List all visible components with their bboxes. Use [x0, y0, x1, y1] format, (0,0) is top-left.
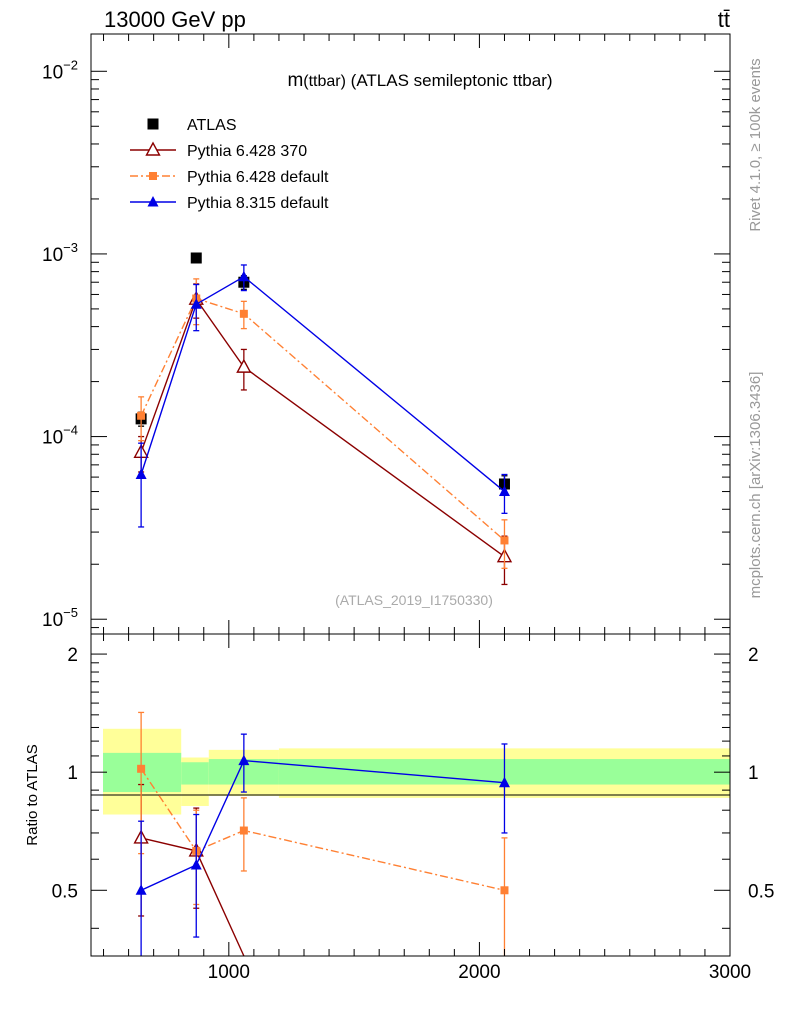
- legend-atlas-marker: [147, 118, 159, 130]
- ratio-x-tick-label: 2000: [458, 962, 500, 983]
- ratio-y-tick-label: 2: [67, 645, 78, 666]
- ratio-pythia-8-315-default-point: [238, 754, 250, 766]
- legend-pythia-8-315-default-label: Pythia 8.315 default: [187, 195, 329, 212]
- main-pythia-6-428-370-line: [140, 297, 505, 558]
- main-pythia-8-315-default-point: [135, 468, 147, 479]
- main-y-tick-label: 10−5: [42, 605, 78, 631]
- ratio-plot-panel: 1000 2000 3000 0.5 0.5 1 1 2 2 Ratio to ATLAS: [24, 633, 774, 983]
- ratio-y-tick-label-right: 1: [748, 763, 759, 784]
- main-pythia-8-315-default-point: [238, 270, 250, 282]
- plot-title: m(ttbar) (ATLAS semileptonic ttbar): [287, 70, 552, 91]
- main-pythia-8-315-default-line: [140, 275, 505, 493]
- ratio-pythia-8-315-default-point: [498, 776, 510, 788]
- main-pythia-6-428-default-point: [239, 309, 248, 318]
- main-data-layer: [133, 252, 513, 586]
- main-axes: 10−2 10−3 10−4 10−5: [42, 34, 731, 634]
- ratio-plot-frame: [90, 633, 731, 957]
- ratio-pythia-8-315-default-point: [190, 858, 202, 870]
- process-label: tt̄: [718, 7, 730, 32]
- ratio-pythia-8-315-default-point: [135, 884, 147, 895]
- ratio-pythia-8-315-default-line: [140, 759, 505, 891]
- main-y-tick-label: 10−2: [42, 57, 78, 83]
- ratio-pythia-6-428-default-point: [500, 886, 509, 895]
- rivet-version-label: Rivet 4.1.0, ≥ 100k events: [747, 58, 764, 231]
- mcplots-label: mcplots.cern.ch [arXiv:1306.3436]: [747, 372, 764, 599]
- main-pythia-8-315-default-point: [190, 298, 202, 309]
- main-pythia-6-428-370-point: [236, 358, 252, 373]
- ratio-x-tick-label: 3000: [709, 962, 751, 983]
- main-pythia-8-315-default-point: [498, 485, 510, 497]
- legend-pythia-6-428-370-marker: [145, 141, 161, 156]
- legend-pythia-6-428-370-label: Pythia 6.428 370: [187, 143, 307, 160]
- ratio-pythia-6-428-default-line: [140, 768, 505, 891]
- analysis-watermark: (ATLAS_2019_I1750330): [335, 592, 493, 608]
- legend-pythia-8-315-default-marker: [147, 196, 159, 207]
- ratio-pythia-6-428-default-point: [137, 764, 146, 773]
- ratio-y-tick-label: 1: [67, 763, 78, 784]
- beam-energy-label: 13000 GeV pp: [104, 7, 246, 32]
- main-pythia-6-428-default-line: [140, 297, 505, 541]
- main-pythia-6-428-default-point: [500, 536, 509, 545]
- ratio-axes: 1000 2000 3000 0.5 0.5 1 1 2 2: [52, 634, 774, 983]
- ratio-data-layer: [133, 711, 510, 957]
- main-pythia-6-428-default-point: [137, 411, 146, 420]
- ratio-y-axis-label: Ratio to ATLAS: [24, 744, 41, 845]
- legend-pythia-6-428-default-label: Pythia 6.428 default: [187, 169, 329, 186]
- ratio-y-tick-label: 0.5: [52, 881, 78, 902]
- legend: ATLAS Pythia 6.428 370 Pythia 6.428 defaul…: [130, 117, 329, 212]
- main-atlas-point: [190, 252, 202, 264]
- ratio-x-tick-label: 1000: [208, 962, 250, 983]
- main-y-tick-label: 10−4: [42, 423, 78, 449]
- ratio-band-green: [181, 762, 209, 785]
- legend-atlas-label: ATLAS: [187, 117, 237, 134]
- main-plot-panel: 10−2 10−3 10−4 10−5 m(ttbar) (ATLAS semilep…: [42, 33, 731, 635]
- ratio-pythia-6-428-default-point: [239, 826, 248, 835]
- ratio-y-tick-label-right: 2: [748, 645, 759, 666]
- ratio-y-tick-label-right: 0.5: [748, 881, 774, 902]
- main-y-tick-label: 10−3: [42, 240, 78, 266]
- legend-pythia-6-428-default-marker: [149, 172, 157, 180]
